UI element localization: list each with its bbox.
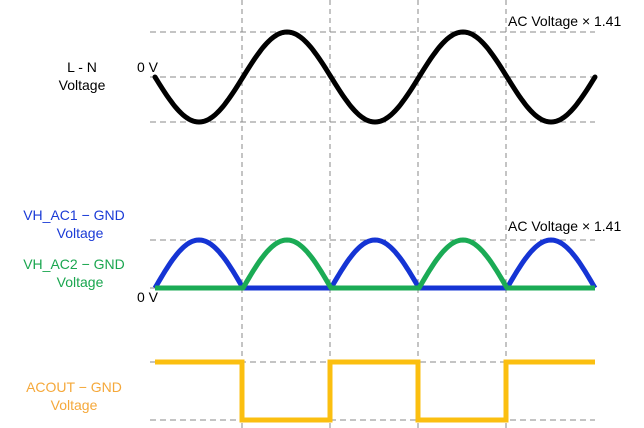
ln-zero-label: 0 V	[137, 59, 159, 75]
ln-panel: L - N Voltage 0 V AC Voltage × 1.41	[59, 13, 621, 125]
acout-waveform	[155, 359, 595, 423]
ln-label-line2: Voltage	[59, 77, 106, 93]
vh-ac1-label-line2: Voltage	[57, 225, 104, 241]
ln-label-line1: L - N	[67, 59, 97, 75]
vh-panel: VH_AC1 − GND Voltage VH_AC2 − GND Voltag…	[23, 207, 621, 305]
ln-waveform	[152, 29, 598, 125]
acout-label-line2: Voltage	[51, 397, 98, 413]
ln-peak-label: AC Voltage × 1.41	[508, 13, 621, 29]
vh-ac1-label-line1: VH_AC1 − GND	[23, 207, 125, 223]
vh-ac1-waveform	[152, 237, 598, 291]
vh-ac2-waveform	[154, 237, 596, 291]
vh-ac2-label-line1: VH_AC2 − GND	[23, 256, 125, 272]
vh-peak-label: AC Voltage × 1.41	[508, 218, 621, 234]
acout-label-line1: ACOUT − GND	[26, 379, 122, 395]
vh-ac2-label-line2: Voltage	[57, 274, 104, 290]
vh-zero-label: 0 V	[137, 289, 159, 305]
acout-panel: ACOUT − GND Voltage	[26, 359, 595, 423]
